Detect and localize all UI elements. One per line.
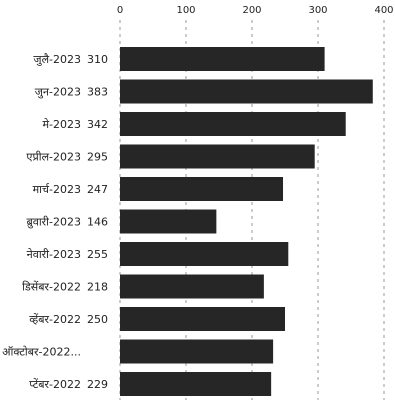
bar bbox=[120, 47, 325, 71]
category-label: मे-2023 bbox=[42, 118, 81, 131]
bar bbox=[120, 307, 285, 331]
bar bbox=[120, 144, 315, 169]
x-axis-ticks: 0 100 200 300 400 bbox=[117, 5, 394, 16]
category-label: नेवारी-2023 bbox=[27, 248, 81, 261]
value-label: 229 bbox=[87, 378, 108, 391]
category-label: ऑक्टोबर-2022... bbox=[2, 346, 81, 359]
bar bbox=[120, 209, 217, 234]
value-label: 255 bbox=[87, 248, 108, 261]
x-tick-label: 400 bbox=[374, 5, 393, 16]
bar bbox=[120, 274, 264, 299]
bar bbox=[120, 372, 272, 396]
bar bbox=[120, 177, 284, 201]
value-label: 250 bbox=[87, 313, 108, 326]
bar bbox=[120, 339, 274, 364]
category-label: व्हेंबर-2022 bbox=[29, 313, 81, 326]
value-label: 342 bbox=[87, 118, 108, 131]
value-label: 247 bbox=[87, 183, 108, 196]
category-labels: जुलै-2023 जुन-2023 मे-2023 एप्रील-2023 मार्च… bbox=[2, 53, 81, 391]
category-label: एप्रील-2023 bbox=[26, 151, 81, 164]
category-label: जुलै-2023 bbox=[33, 53, 81, 66]
category-label: जुन-2023 bbox=[35, 86, 81, 99]
category-label: डिसेंबर-2022 bbox=[22, 281, 81, 294]
category-label: प्टेंबर-2022 bbox=[29, 378, 81, 391]
value-label: 146 bbox=[87, 216, 108, 229]
x-tick-label: 300 bbox=[308, 5, 327, 16]
value-label: 295 bbox=[87, 151, 108, 164]
bar bbox=[120, 112, 346, 136]
x-tick-label: 100 bbox=[176, 5, 195, 16]
category-label: मार्च-2023 bbox=[33, 183, 81, 196]
value-label: 383 bbox=[87, 86, 108, 99]
bar bbox=[120, 242, 289, 266]
value-label: 218 bbox=[87, 281, 108, 294]
x-tick-label: 200 bbox=[242, 5, 261, 16]
x-tick-label: 0 bbox=[117, 5, 123, 16]
bars bbox=[120, 47, 373, 396]
value-label: 310 bbox=[87, 53, 108, 66]
category-label: ब्रुवारी-2023 bbox=[26, 216, 81, 229]
value-labels: 310 383 342 295 247 146 255 218 250 229 bbox=[87, 53, 108, 391]
bar bbox=[120, 79, 373, 104]
